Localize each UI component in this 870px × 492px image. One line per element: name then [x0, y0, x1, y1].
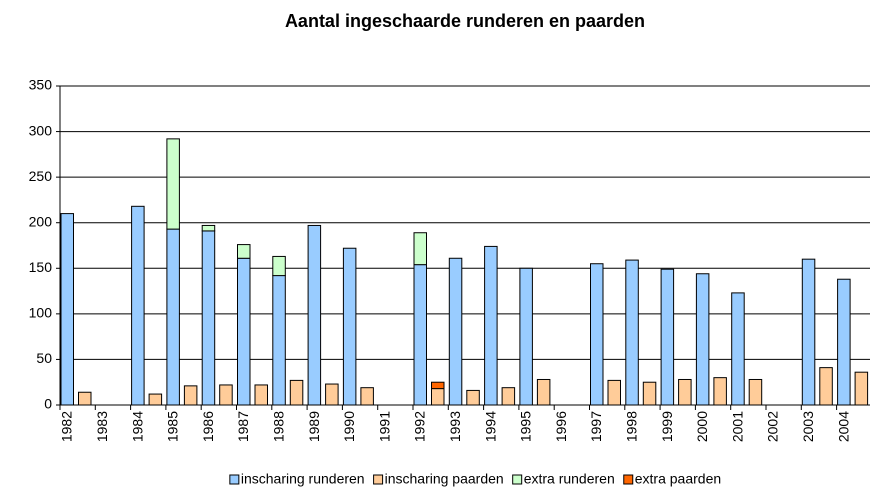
- bar: [272, 275, 286, 406]
- legend-item: extra runderen: [512, 471, 615, 487]
- y-tick-label: 100: [29, 305, 53, 321]
- x-tick-label: 1986: [200, 411, 216, 442]
- bar: [819, 367, 833, 406]
- legend-swatch: [512, 474, 523, 485]
- y-tick-label: 200: [29, 213, 53, 229]
- legend-swatch: [373, 474, 384, 485]
- bar: [431, 388, 445, 406]
- y-tick-label: 50: [36, 350, 52, 366]
- bar: [131, 205, 145, 406]
- bar: [837, 278, 851, 406]
- x-tick-label: 2002: [765, 411, 781, 442]
- bar: [219, 384, 233, 406]
- bar: [413, 264, 427, 406]
- x-tick-label: 1991: [376, 411, 392, 442]
- bar: [590, 263, 604, 406]
- legend-label: inscharing paarden: [385, 471, 504, 487]
- bar: [678, 378, 692, 406]
- x-tick-label: 1994: [482, 411, 498, 442]
- bar: [642, 381, 657, 406]
- bar: [307, 224, 322, 406]
- bar: [148, 393, 163, 406]
- chart-title: Aantal ingeschaarde runderen en paarden: [285, 11, 645, 31]
- x-tick-label: 1995: [518, 411, 534, 442]
- legend-item: inscharing runderen: [229, 471, 365, 487]
- y-tick-label: 300: [29, 122, 53, 138]
- legend-item: inscharing paarden: [373, 471, 504, 487]
- x-tick-label: 1999: [659, 411, 675, 442]
- bar: [660, 268, 675, 406]
- bar: [713, 377, 727, 406]
- bar: [183, 385, 198, 406]
- bar: [237, 257, 251, 406]
- x-tick-label: 1988: [271, 411, 287, 442]
- legend-label: inscharing runderen: [241, 471, 365, 487]
- bar: [254, 384, 268, 406]
- bar: [801, 258, 816, 406]
- x-tick-label: 1984: [129, 411, 145, 442]
- bar: [60, 213, 74, 406]
- bar: [325, 383, 339, 406]
- bar: [519, 267, 533, 406]
- bar: [413, 232, 427, 266]
- bar: [854, 371, 869, 406]
- legend-label: extra runderen: [524, 471, 615, 487]
- bar: [342, 247, 357, 406]
- x-tick-label: 1998: [624, 411, 640, 442]
- bar: [748, 378, 763, 406]
- x-tick-label: 2003: [800, 411, 816, 442]
- x-tick-label: 1987: [235, 411, 251, 442]
- x-tick-label: 1985: [165, 411, 181, 442]
- bar: [501, 387, 516, 406]
- x-tick-label: 1983: [94, 411, 110, 442]
- x-tick-label: 1982: [59, 411, 75, 442]
- x-tick-label: 1996: [553, 411, 569, 442]
- legend-item: extra paarden: [623, 471, 721, 487]
- y-tick-label: 0: [44, 396, 52, 412]
- legend-swatch: [229, 474, 240, 485]
- bar: [448, 257, 463, 406]
- bar: [607, 379, 621, 406]
- x-tick-label: 1997: [588, 411, 604, 442]
- x-tick-label: 1992: [412, 411, 428, 442]
- y-tick-label: 250: [29, 168, 53, 184]
- bar: [166, 138, 180, 230]
- y-tick-label: 150: [29, 259, 53, 275]
- x-tick-label: 1989: [306, 411, 322, 442]
- bar: [731, 292, 745, 406]
- bar: [166, 228, 180, 406]
- x-tick-label: 1990: [341, 411, 357, 442]
- bar: [201, 224, 216, 232]
- bar: [360, 387, 374, 406]
- bar: [289, 379, 304, 406]
- bar: [625, 259, 639, 406]
- y-tick-label: 350: [29, 77, 53, 93]
- legend-label: extra paarden: [635, 471, 721, 487]
- bar: [78, 391, 92, 406]
- bar: [431, 381, 445, 390]
- bar: [272, 255, 286, 277]
- bar: [201, 230, 216, 406]
- x-tick-label: 2001: [729, 411, 745, 442]
- bar: [484, 245, 498, 406]
- x-tick-label: 2000: [694, 411, 710, 442]
- bar: [536, 378, 551, 406]
- bar: [237, 244, 251, 259]
- bar: [466, 389, 480, 406]
- legend-swatch: [623, 474, 634, 485]
- x-tick-label: 2004: [835, 411, 851, 442]
- bar: [695, 273, 710, 406]
- x-tick-label: 1993: [447, 411, 463, 442]
